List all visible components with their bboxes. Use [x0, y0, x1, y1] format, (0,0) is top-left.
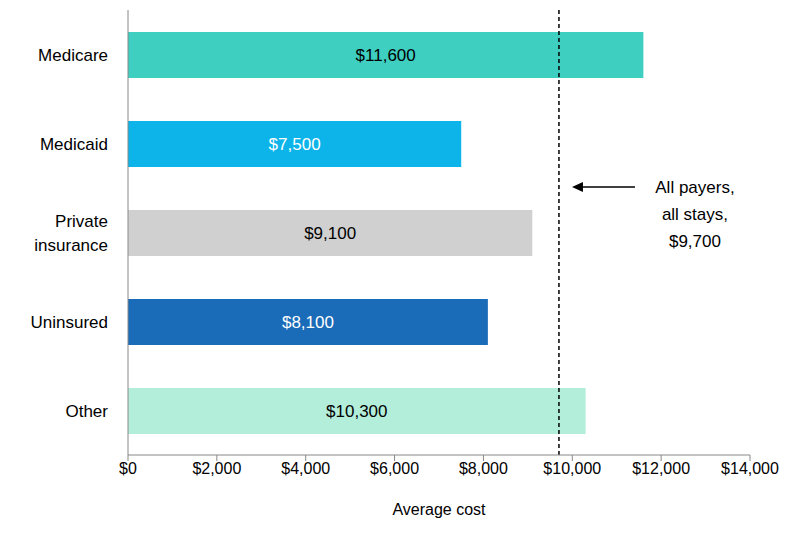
svg-text:all stays,: all stays, [662, 205, 728, 224]
svg-text:$6,000: $6,000 [370, 460, 419, 477]
svg-text:$7,500: $7,500 [269, 135, 321, 154]
svg-text:$14,000: $14,000 [721, 460, 779, 477]
svg-text:$2,000: $2,000 [192, 460, 241, 477]
svg-text:$0: $0 [119, 460, 137, 477]
svg-text:insurance: insurance [34, 236, 108, 255]
svg-text:Uninsured: Uninsured [31, 313, 109, 332]
svg-text:$10,300: $10,300 [326, 402, 387, 421]
svg-text:$11,600: $11,600 [356, 46, 416, 65]
svg-text:$12,000: $12,000 [632, 460, 690, 477]
svg-text:$10,000: $10,000 [543, 460, 601, 477]
svg-text:Other: Other [65, 402, 108, 421]
svg-text:Medicare: Medicare [38, 46, 108, 65]
svg-text:$4,000: $4,000 [281, 460, 330, 477]
svg-text:Private: Private [55, 212, 108, 231]
svg-text:$8,100: $8,100 [282, 313, 334, 332]
svg-text:Average cost: Average cost [392, 501, 486, 518]
svg-text:$9,100: $9,100 [304, 224, 356, 243]
svg-text:Medicaid: Medicaid [40, 135, 108, 154]
svg-text:$8,000: $8,000 [459, 460, 508, 477]
svg-text:$9,700: $9,700 [669, 232, 721, 251]
svg-text:All payers,: All payers, [655, 178, 734, 197]
